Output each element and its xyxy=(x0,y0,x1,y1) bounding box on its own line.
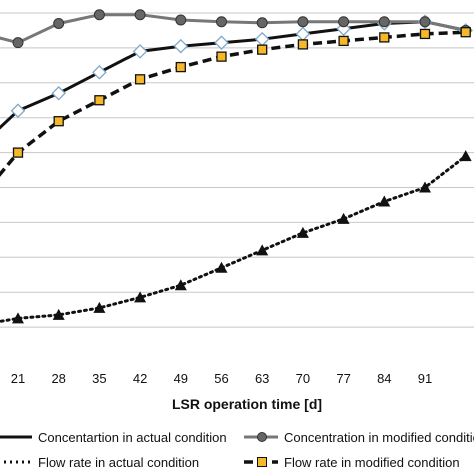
data-point-3-1 xyxy=(12,147,24,158)
series-markers xyxy=(10,9,473,324)
data-point-2-10 xyxy=(378,195,391,207)
data-point-3-4 xyxy=(134,74,146,85)
data-point-0-8 xyxy=(295,26,311,42)
x-tick-label: 21 xyxy=(11,371,25,386)
legend: Concentartion in actual condition Concent… xyxy=(0,430,474,470)
data-point-2-2 xyxy=(52,308,65,320)
series-line-3 xyxy=(0,30,466,177)
legend-item-0: Concentartion in actual condition xyxy=(0,430,227,445)
x-axis-title: LSR operation time [d] xyxy=(172,396,322,412)
data-point-2-9 xyxy=(337,212,350,224)
x-tick-label: 63 xyxy=(255,371,269,386)
data-point-3-2 xyxy=(53,116,64,127)
x-tick-label: 35 xyxy=(92,371,106,386)
data-point-1-2 xyxy=(53,17,65,29)
x-tick-label: 42 xyxy=(133,371,147,386)
data-point-3-12 xyxy=(460,27,471,38)
data-point-1-9 xyxy=(338,16,350,28)
data-point-3-5 xyxy=(175,61,186,73)
data-point-3-6 xyxy=(216,51,227,62)
x-tick-label: 70 xyxy=(296,371,310,386)
data-point-2-8 xyxy=(296,226,309,238)
legend-item-3: Flow rate in modified condition xyxy=(244,455,460,470)
legend-marker xyxy=(257,457,267,467)
data-point-3-9 xyxy=(338,35,349,47)
data-point-2-1 xyxy=(12,312,24,324)
x-tick-label: 56 xyxy=(214,371,228,386)
data-point-2-7 xyxy=(256,244,269,256)
data-point-1-1 xyxy=(12,37,24,49)
legend-item-2: Flow rate in actual condition xyxy=(0,455,199,470)
series-line-1 xyxy=(0,13,467,45)
data-point-1-10 xyxy=(378,16,390,28)
data-point-2-4 xyxy=(134,291,147,303)
data-point-0-6 xyxy=(214,35,229,50)
legend-label: Concentration in modified condition xyxy=(284,430,474,445)
series-line-2 xyxy=(0,154,468,323)
data-point-0-1 xyxy=(10,103,26,119)
data-point-3-11 xyxy=(419,28,431,40)
legend-label: Flow rate in actual condition xyxy=(38,455,199,470)
x-tick-label: 49 xyxy=(174,371,188,386)
data-point-3-10 xyxy=(379,32,390,43)
data-point-1-6 xyxy=(216,16,227,28)
data-point-1-11 xyxy=(419,16,431,28)
data-point-1-4 xyxy=(134,9,146,21)
series-line-0 xyxy=(0,20,467,130)
data-point-1-5 xyxy=(175,14,187,26)
data-point-0-2 xyxy=(51,85,66,101)
legend-label: Concentartion in actual condition xyxy=(38,430,227,445)
data-point-2-12 xyxy=(459,150,472,162)
x-tick-label: 77 xyxy=(336,371,350,386)
data-point-0-3 xyxy=(92,65,107,80)
data-point-2-11 xyxy=(419,181,431,193)
legend-item-1: Concentration in modified condition xyxy=(244,430,474,445)
grid-lines xyxy=(0,12,474,328)
data-point-1-8 xyxy=(297,16,309,28)
data-point-2-6 xyxy=(215,261,228,273)
x-tick-label: 28 xyxy=(51,371,65,386)
data-point-3-8 xyxy=(297,39,309,50)
data-point-2-3 xyxy=(93,301,106,313)
data-point-0-5 xyxy=(173,38,189,54)
data-point-3-7 xyxy=(257,44,268,55)
x-tick-label: 84 xyxy=(377,371,391,386)
data-point-1-3 xyxy=(93,9,105,21)
data-point-3-3 xyxy=(94,95,105,106)
series-lines xyxy=(0,13,468,323)
x-axis-ticks: 21 28 35 42 49 56 63 70 77 84 91 xyxy=(11,371,432,386)
legend-label: Flow rate in modified condition xyxy=(284,455,460,470)
data-point-2-5 xyxy=(174,279,187,291)
legend-marker xyxy=(257,432,267,442)
x-tick-label: 91 xyxy=(418,371,432,386)
data-point-0-7 xyxy=(254,31,270,47)
data-point-1-7 xyxy=(256,17,268,29)
data-point-0-4 xyxy=(132,44,148,59)
